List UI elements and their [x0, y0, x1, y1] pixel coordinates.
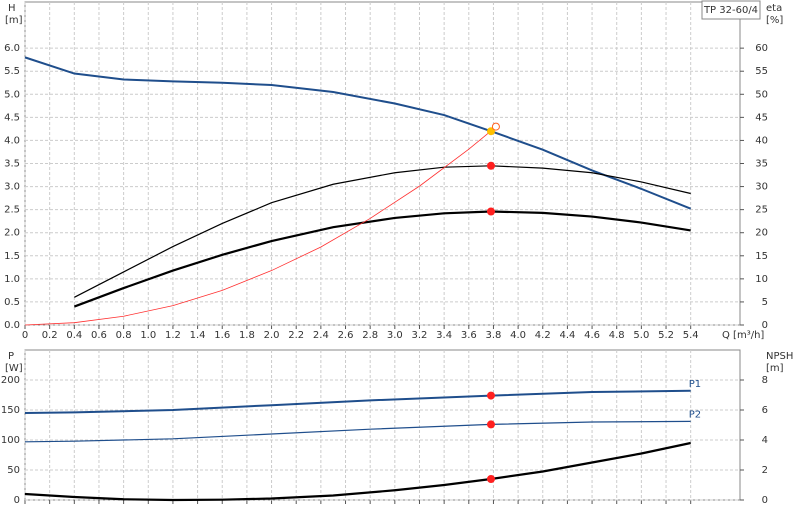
y-tick-label: 0 [14, 495, 20, 506]
y2-axis-unit: [m] [766, 363, 784, 374]
y-tick-label: 2.5 [4, 205, 20, 216]
x-tick-label: 2.8 [362, 330, 378, 341]
y2-tick-label: 30 [755, 182, 768, 193]
curve [24, 56, 692, 210]
y-tick-label: 150 [1, 405, 20, 416]
y2-axis-label: NPSH [766, 351, 793, 362]
operating-point [486, 161, 495, 170]
y2-tick-label: 15 [755, 251, 768, 262]
y-tick-label: 1.0 [4, 274, 20, 285]
y-tick-label: 0.5 [4, 297, 20, 308]
x-tick-label: 1.2 [165, 330, 181, 341]
y-axis-unit: [W] [5, 363, 23, 374]
y-tick-label: 200 [1, 375, 20, 386]
curve [24, 389, 691, 414]
y2-axis-unit: [%] [766, 15, 783, 26]
x-tick-label: 3.6 [461, 330, 477, 341]
y-tick-label: 0.0 [4, 320, 20, 331]
operating-point [486, 127, 495, 136]
y-tick-label: 4.5 [4, 112, 20, 123]
y2-tick-label: 0 [762, 495, 768, 506]
x-tick-label: 3.2 [412, 330, 428, 341]
y-axis-label: P [8, 351, 14, 362]
x-tick-label: 3.4 [436, 330, 452, 341]
title-box [701, 0, 761, 20]
x-tick-label: 3.0 [387, 330, 403, 341]
operating-point [486, 420, 495, 429]
y2-tick-label: 45 [755, 112, 768, 123]
operating-point [491, 122, 500, 131]
x-tick-label: 2.2 [288, 330, 304, 341]
y2-tick-label: 55 [755, 66, 768, 77]
y-tick-label: 4.0 [4, 135, 20, 146]
y2-axis-label: eta [766, 3, 782, 14]
y2-tick-label: 8 [762, 375, 768, 386]
x-tick-label: 0.8 [116, 330, 132, 341]
y2-tick-label: 0 [762, 320, 768, 331]
y-tick-label: 100 [1, 435, 20, 446]
y2-tick-label: 25 [755, 205, 768, 216]
curve-label: P1 [689, 379, 701, 390]
operating-point [486, 475, 495, 483]
x-tick-label: 2.6 [338, 330, 354, 341]
y2-tick-label: 4 [762, 435, 768, 446]
curve [73, 210, 691, 308]
x-tick-label: 5.2 [658, 330, 674, 341]
x-tick-label: 2.4 [313, 330, 329, 341]
curve [24, 128, 494, 326]
y2-tick-label: 50 [755, 89, 768, 100]
curve [74, 165, 691, 298]
y-tick-label: 1.5 [4, 251, 20, 262]
x-tick-label: 0.2 [42, 330, 58, 341]
y2-tick-label: 60 [755, 43, 768, 54]
y-tick-label: 3.5 [4, 159, 20, 170]
y-tick-label: 3.0 [4, 182, 20, 193]
x-tick-label: 4.8 [609, 330, 625, 341]
x-tick-label: 1.4 [190, 330, 206, 341]
y2-tick-label: 2 [762, 465, 768, 476]
x-tick-label: 1.6 [214, 330, 230, 341]
y-tick-label: 5.5 [4, 66, 20, 77]
y2-tick-label: 40 [755, 135, 768, 146]
x-tick-label: 1.8 [239, 330, 255, 341]
x-tick-label: 0 [22, 330, 28, 341]
y-tick-label: 6.0 [4, 43, 20, 54]
x-tick-label: 4.4 [559, 330, 575, 341]
x-tick-label: 4.6 [584, 330, 600, 341]
x-tick-label: 0.6 [91, 330, 107, 341]
curve [24, 441, 691, 502]
plot-frame [24, 349, 741, 501]
operating-point [486, 207, 495, 216]
x-tick-label: 2.0 [264, 330, 280, 341]
y2-tick-label: 10 [755, 274, 768, 285]
x-tick-label: 4.0 [510, 330, 526, 341]
x-tick-label: 1.0 [140, 330, 156, 341]
y-tick-label: 2.0 [4, 228, 20, 239]
x-tick-label: 5.0 [633, 330, 649, 341]
curve [24, 420, 691, 443]
x-tick-label: 4.2 [535, 330, 551, 341]
x-tick-label: 3.8 [485, 330, 501, 341]
x-tick-label: 0.4 [66, 330, 82, 341]
y-axis-unit: [m] [5, 15, 23, 26]
operating-point [486, 391, 495, 400]
x-tick-label: 5.4 [683, 330, 699, 341]
y2-tick-label: 6 [762, 405, 768, 416]
chart-title: TP 32-60/4 [703, 5, 758, 16]
x-axis-label: Q [m³/h] [722, 330, 764, 341]
y2-tick-label: 20 [755, 228, 768, 239]
y-tick-label: 5.0 [4, 89, 20, 100]
y2-tick-label: 5 [762, 297, 768, 308]
y2-tick-label: 35 [755, 159, 768, 170]
y-tick-label: 50 [7, 465, 20, 476]
curve-label: P2 [689, 409, 701, 420]
y-axis-label: H [8, 3, 16, 14]
